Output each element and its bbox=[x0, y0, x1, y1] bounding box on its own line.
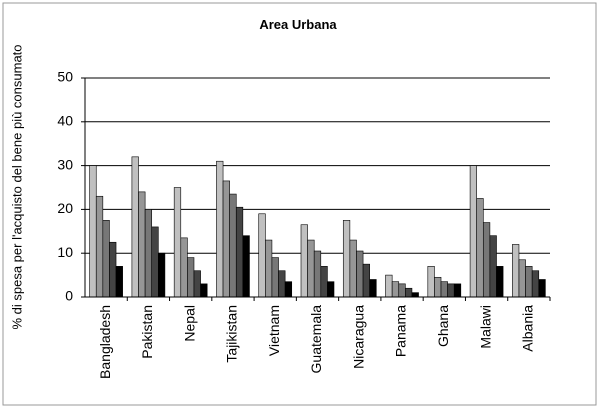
x-tick-label: Pakistan bbox=[139, 305, 155, 359]
y-axis-label: % di spesa per l'acquisto del bene più c… bbox=[9, 44, 24, 329]
bar bbox=[482, 222, 491, 298]
chart-title: Area Urbana bbox=[259, 17, 337, 32]
bar bbox=[300, 224, 308, 298]
bar bbox=[313, 250, 322, 298]
x-tick-label: Ghana bbox=[435, 305, 451, 347]
bar bbox=[235, 206, 244, 298]
x-tick-label: Albania bbox=[520, 305, 536, 352]
bar bbox=[391, 281, 400, 298]
bar bbox=[193, 270, 201, 298]
bar bbox=[447, 283, 455, 298]
bar bbox=[427, 266, 435, 298]
bar bbox=[109, 241, 117, 298]
bar bbox=[434, 276, 442, 298]
bar bbox=[265, 239, 273, 298]
bar bbox=[489, 235, 497, 298]
bar bbox=[320, 266, 328, 298]
bar bbox=[531, 270, 540, 298]
bar bbox=[138, 191, 146, 298]
x-tick-label: Nicaragua bbox=[350, 305, 366, 369]
bar bbox=[469, 165, 477, 298]
bar bbox=[476, 198, 484, 298]
y-tick-label: 30 bbox=[57, 156, 73, 172]
bar bbox=[307, 239, 315, 298]
bar bbox=[180, 237, 188, 298]
bar bbox=[518, 259, 526, 298]
bar bbox=[158, 252, 166, 298]
x-tick-label: Panama bbox=[393, 305, 409, 357]
bar bbox=[411, 292, 419, 298]
bar bbox=[222, 180, 230, 298]
y-tick-label: 10 bbox=[57, 244, 73, 260]
bar bbox=[369, 279, 377, 298]
bar bbox=[453, 283, 462, 298]
y-tick-label: 50 bbox=[57, 69, 73, 85]
x-tick-label: Vietnam bbox=[266, 305, 282, 356]
bar bbox=[200, 283, 208, 298]
bar bbox=[187, 257, 195, 298]
x-tick-label: Bangladesh bbox=[97, 305, 113, 379]
bar bbox=[216, 160, 224, 298]
bar bbox=[342, 220, 351, 298]
bar bbox=[398, 283, 406, 298]
bar bbox=[405, 287, 413, 298]
y-tick-label: 0 bbox=[65, 288, 73, 304]
bar bbox=[362, 263, 370, 298]
bar bbox=[102, 220, 110, 298]
bar bbox=[538, 279, 546, 298]
bar bbox=[173, 187, 182, 298]
bar bbox=[356, 250, 364, 298]
y-tick-label: 20 bbox=[57, 200, 73, 216]
bar bbox=[496, 266, 504, 298]
bar bbox=[327, 281, 335, 298]
x-tick-label: Malawi bbox=[477, 305, 493, 349]
x-tick-label: Guatemala bbox=[308, 305, 324, 374]
x-tick-label: Tajikistan bbox=[224, 305, 240, 363]
bar bbox=[278, 270, 286, 298]
bar bbox=[349, 239, 357, 298]
bar bbox=[440, 281, 448, 298]
bar bbox=[229, 193, 237, 298]
y-tick-label: 40 bbox=[57, 113, 73, 129]
bar bbox=[151, 226, 159, 298]
bar bbox=[271, 257, 279, 298]
bar bbox=[385, 274, 393, 298]
x-tick-label: Nepal bbox=[181, 305, 197, 342]
bar bbox=[144, 209, 153, 298]
bar bbox=[242, 235, 250, 298]
bar bbox=[131, 156, 139, 298]
bar bbox=[525, 266, 533, 298]
bar bbox=[95, 195, 104, 298]
bar bbox=[512, 244, 520, 298]
bar bbox=[284, 281, 293, 298]
bar bbox=[89, 165, 97, 298]
bar bbox=[115, 266, 123, 298]
bar bbox=[258, 213, 266, 298]
